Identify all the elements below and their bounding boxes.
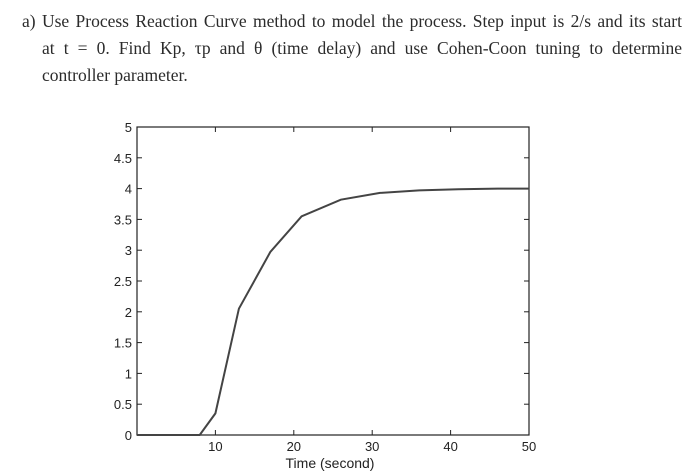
x-tick-label: 50 <box>522 439 536 454</box>
y-tick-label: 1 <box>125 366 132 381</box>
y-tick-label: 0 <box>125 428 132 443</box>
plot-area <box>136 126 530 436</box>
y-tick-label: 2.5 <box>114 274 132 289</box>
question-line-2: at t = 0. Find Kp, τp and θ (time delay)… <box>42 38 682 58</box>
x-tick-label: 40 <box>443 439 457 454</box>
y-tick-label: 0.5 <box>114 397 132 412</box>
y-tick-label: 3.5 <box>114 212 132 227</box>
y-tick-label: 4 <box>125 182 132 197</box>
y-tick-label: 1.5 <box>114 336 132 351</box>
y-tick-label: 2 <box>125 305 132 320</box>
x-tick-label: 30 <box>365 439 379 454</box>
x-axis-ticks: 10 20 30 40 50 <box>208 127 536 454</box>
question-line-1: a) Use Process Reaction Curve method to … <box>22 11 682 31</box>
question-text: a) Use Process Reaction Curve method to … <box>22 8 682 89</box>
y-axis-ticks: 0 0.5 1 1.5 2 2.5 3 3.5 4 4.5 5 <box>114 120 529 443</box>
x-tick-label: 20 <box>287 439 301 454</box>
response-curve <box>137 187 529 436</box>
x-tick-label: 10 <box>208 439 222 454</box>
y-tick-label: 5 <box>125 120 132 135</box>
y-tick-label: 3 <box>125 243 132 258</box>
x-axis-label: Time (second) <box>286 455 375 471</box>
y-tick-label: 4.5 <box>114 151 132 166</box>
question-line-3: controller parameter. <box>42 65 188 85</box>
